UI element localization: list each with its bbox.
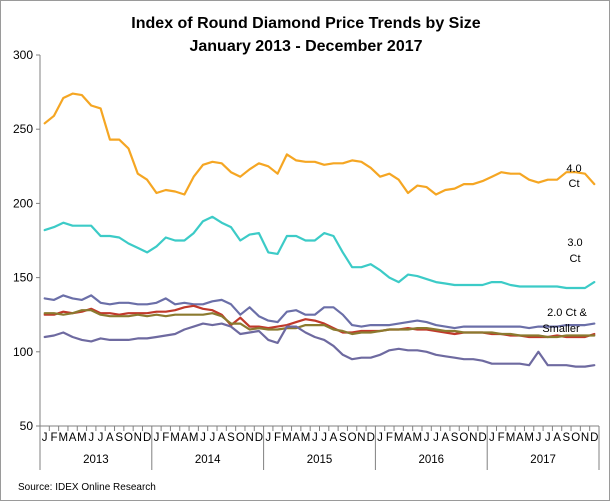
x-tick-label: J (42, 432, 48, 444)
year-label: 2017 (530, 454, 556, 466)
x-tick-label: D (478, 432, 486, 444)
x-tick-label: S (115, 432, 123, 444)
x-tick-label: F (386, 432, 393, 444)
y-tick-label: 150 (13, 271, 33, 285)
y-axis-ticks: 50 100 150 200 250 300 (13, 48, 40, 433)
x-tick-label: S (227, 432, 235, 444)
x-tick-label: A (292, 432, 300, 444)
series-lines (43, 92, 596, 368)
x-tick-label: M (282, 432, 292, 444)
x-tick-label: M (524, 432, 534, 444)
x-tick-label: J (209, 432, 215, 444)
x-tick-label: N (469, 432, 477, 444)
x-tick-label: M (301, 432, 311, 444)
x-tick-label: N (245, 432, 253, 444)
x-tick-label: J (489, 432, 495, 444)
x-tick-label: O (124, 432, 133, 444)
year-label: 2016 (419, 454, 445, 466)
x-tick-label: J (312, 432, 318, 444)
x-tick-label: M (394, 432, 404, 444)
x-tick-label: D (367, 432, 375, 444)
x-tick-label: J (88, 432, 94, 444)
x-tick-label: F (274, 432, 281, 444)
series-label-3ct-line1: 3.0 (567, 237, 582, 249)
series-line-3 (43, 294, 596, 330)
y-tick-label: 250 (13, 122, 33, 136)
x-tick-label: M (189, 432, 199, 444)
y-tick-label: 50 (20, 419, 34, 433)
x-tick-label: D (143, 432, 151, 444)
x-tick-label: A (330, 432, 338, 444)
x-tick-label: O (348, 432, 357, 444)
x-tick-label: J (321, 432, 327, 444)
x-tick-label: N (134, 432, 142, 444)
year-label: 2013 (83, 454, 109, 466)
x-tick-label: A (181, 432, 189, 444)
x-tick-label: J (265, 432, 271, 444)
x-tick-label: J (536, 432, 542, 444)
chart-subtitle: January 2013 - December 2017 (189, 38, 422, 55)
x-tick-label: O (571, 432, 580, 444)
series-label-4ct-line1: 4.0 (566, 163, 581, 175)
series-line-1 (43, 92, 596, 196)
x-tick-label: J (424, 432, 430, 444)
x-tick-label: A (516, 432, 524, 444)
x-tick-label: J (98, 432, 104, 444)
x-tick-label: A (404, 432, 412, 444)
x-tick-label: F (162, 432, 169, 444)
x-tick-label: F (50, 432, 57, 444)
x-tick-label: S (563, 432, 571, 444)
x-tick-label: S (339, 432, 347, 444)
x-tick-label: J (154, 432, 160, 444)
x-tick-label: J (545, 432, 551, 444)
x-tick-label: A (106, 432, 114, 444)
year-label: 2014 (195, 454, 221, 466)
source-note: Source: IDEX Online Research (18, 482, 156, 493)
x-tick-label: O (236, 432, 245, 444)
x-tick-label: O (459, 432, 468, 444)
x-tick-label: M (58, 432, 68, 444)
x-tick-label: J (433, 432, 439, 444)
series-label-3ct-line2: Ct (570, 253, 581, 265)
series-label-2ct-line2: Smaller (542, 323, 580, 335)
x-tick-label: A (218, 432, 226, 444)
year-label: 2015 (307, 454, 333, 466)
x-tick-label: A (441, 432, 449, 444)
series-line-2 (43, 215, 596, 290)
series-line-5 (43, 309, 596, 339)
x-tick-label: M (506, 432, 516, 444)
x-tick-label: F (498, 432, 505, 444)
series-label-4ct-line2: Ct (569, 178, 580, 190)
x-tick-label: N (581, 432, 589, 444)
x-tick-label: A (69, 432, 77, 444)
series-label-2ct-line1: 2.0 Ct & (547, 307, 587, 319)
x-tick-label: J (200, 432, 206, 444)
series-line-6 (43, 322, 596, 368)
x-tick-label: D (590, 432, 598, 444)
x-tick-label: M (413, 432, 423, 444)
y-tick-label: 300 (13, 48, 33, 62)
y-tick-label: 200 (13, 196, 33, 210)
y-tick-label: 100 (13, 345, 33, 359)
x-axis-year-labels: 2013 2014 2015 2016 2017 (83, 454, 556, 466)
chart-title: Index of Round Diamond Price Trends by S… (131, 15, 480, 32)
x-tick-label: M (170, 432, 180, 444)
x-tick-label: M (77, 432, 87, 444)
x-tick-label: J (377, 432, 383, 444)
x-tick-label: A (553, 432, 561, 444)
x-tick-label: N (357, 432, 365, 444)
x-tick-label: D (255, 432, 263, 444)
x-tick-label: S (451, 432, 459, 444)
